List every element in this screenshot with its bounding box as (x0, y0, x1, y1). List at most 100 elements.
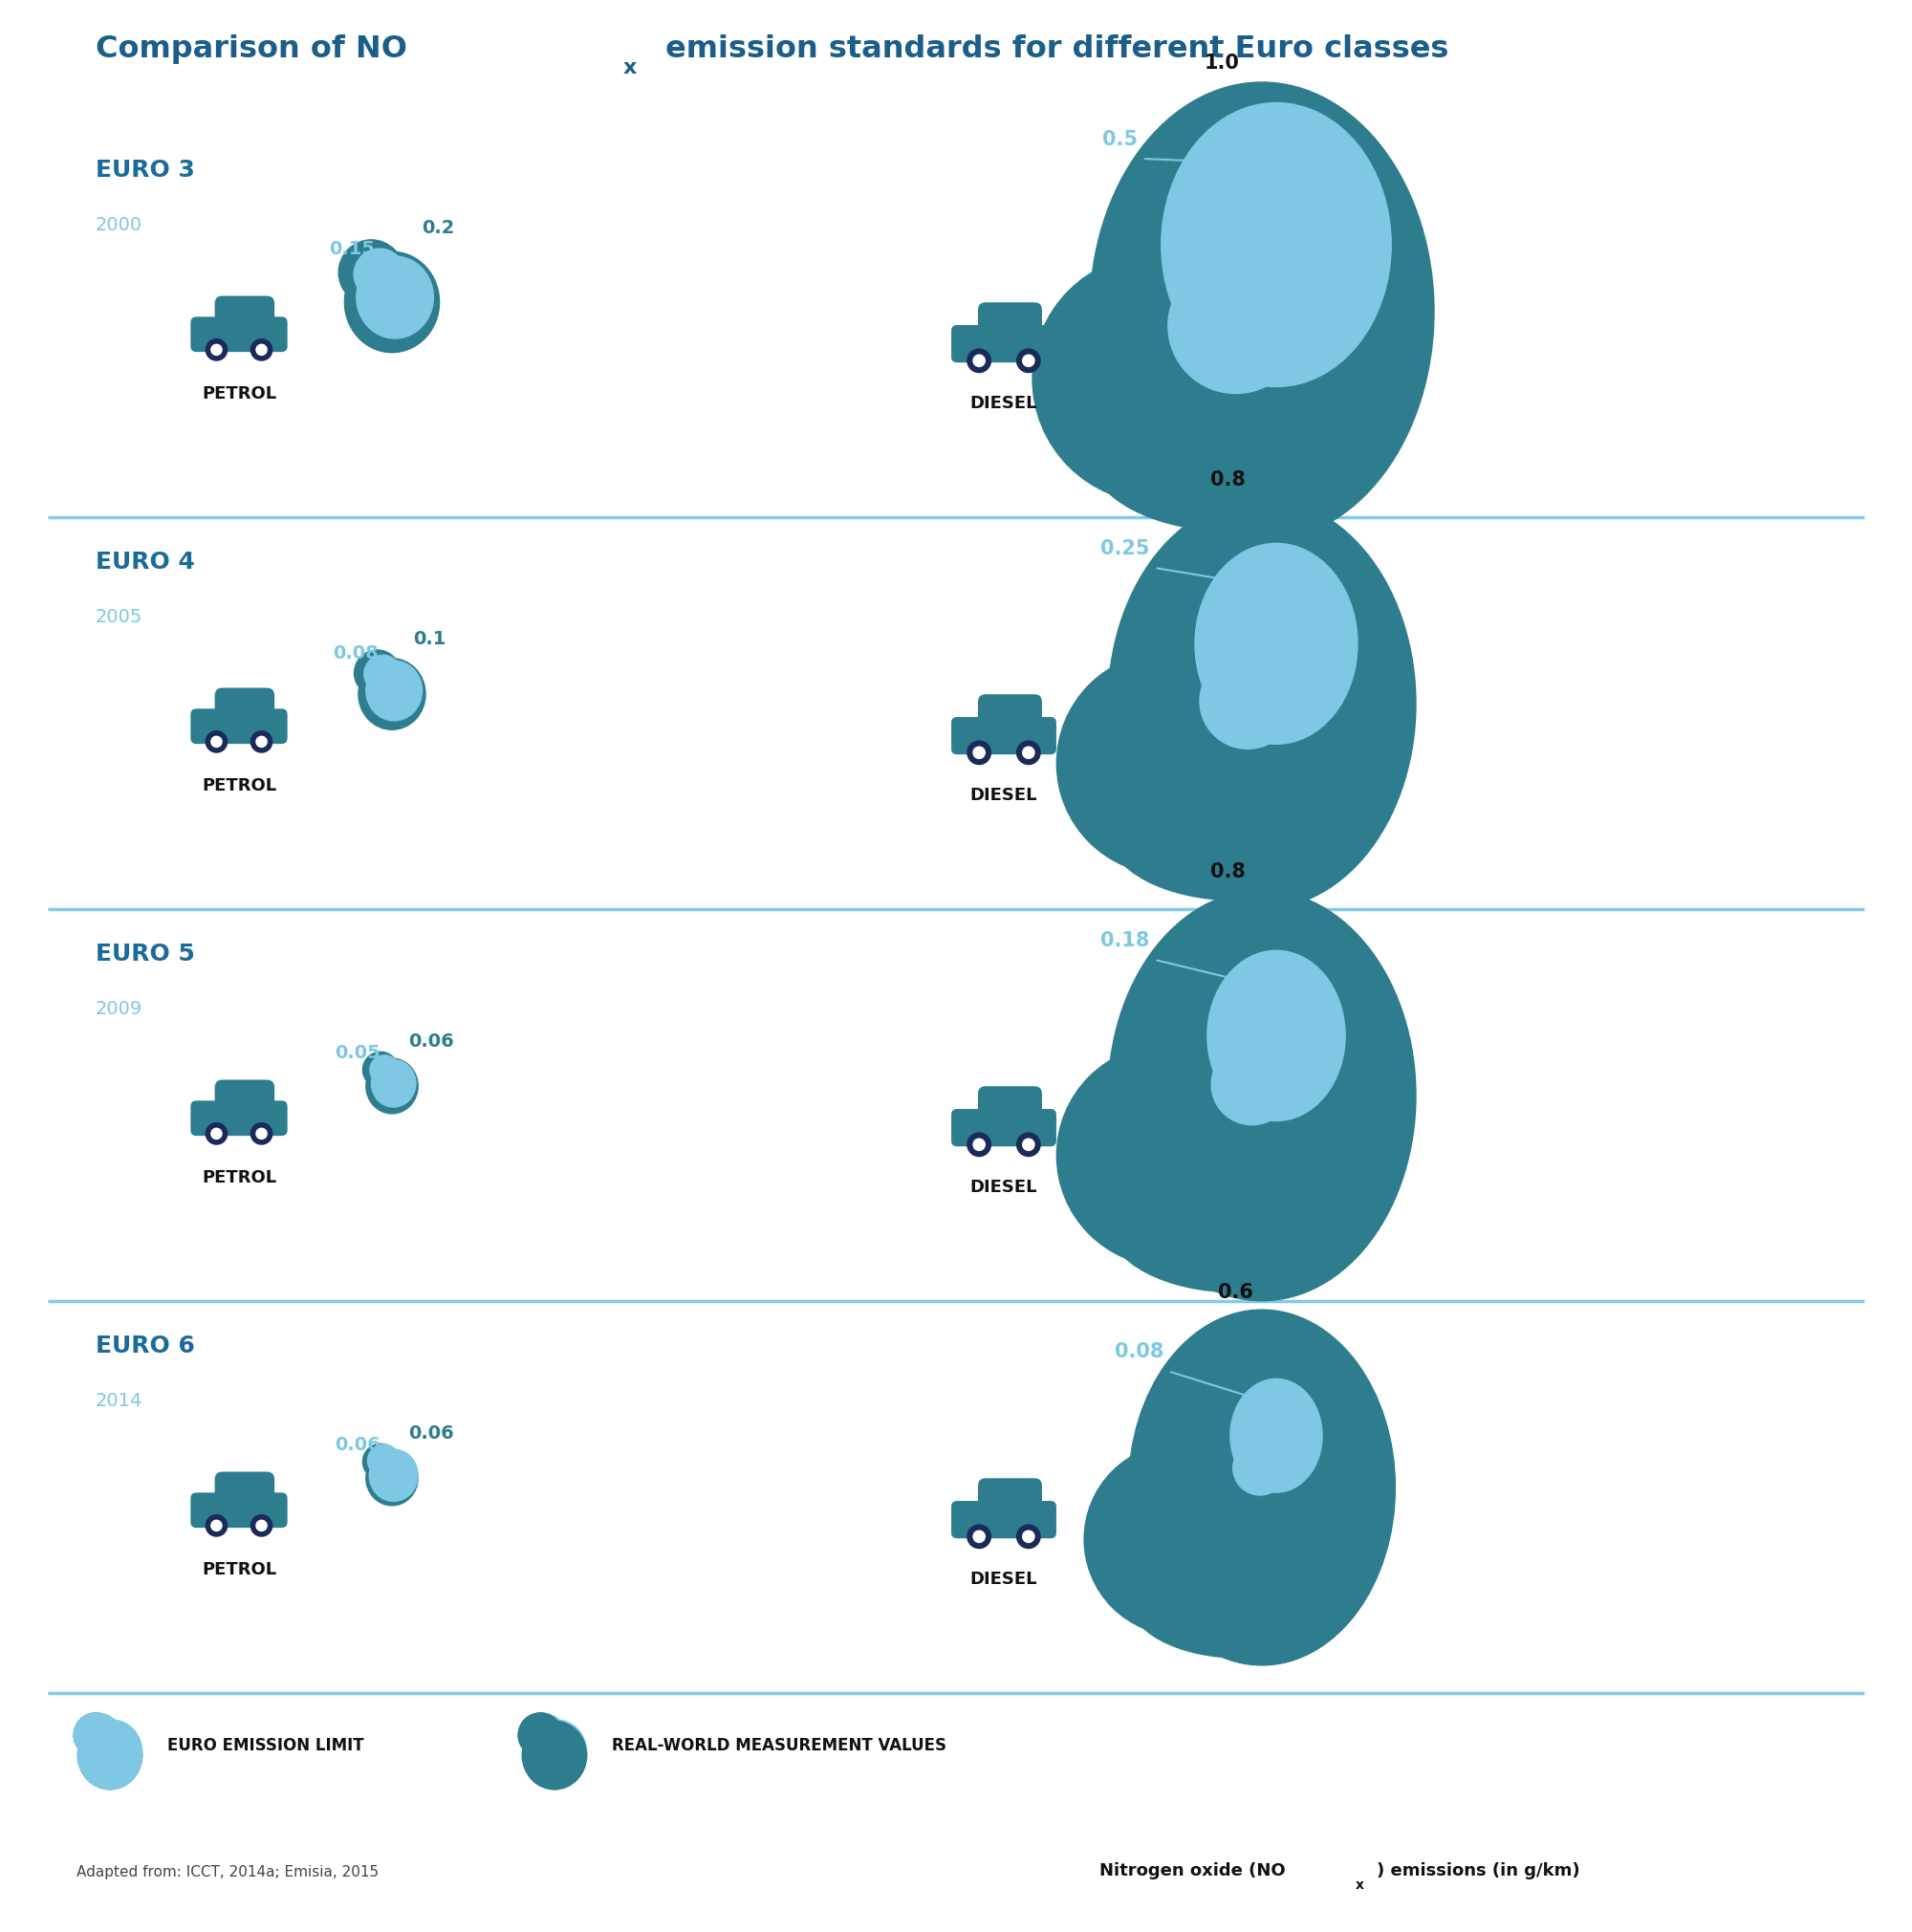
Circle shape (369, 1055, 400, 1086)
FancyBboxPatch shape (952, 717, 1055, 755)
Text: DIESEL: DIESEL (969, 786, 1038, 804)
Circle shape (1017, 1132, 1040, 1155)
Circle shape (1201, 653, 1296, 750)
Circle shape (363, 1051, 398, 1088)
Text: 1.0: 1.0 (1205, 54, 1239, 73)
Circle shape (967, 1524, 990, 1548)
Circle shape (210, 1520, 222, 1530)
Circle shape (524, 1714, 564, 1754)
Text: 0.06: 0.06 (407, 1424, 453, 1441)
Text: EURO 4: EURO 4 (96, 551, 195, 574)
Circle shape (206, 1515, 228, 1536)
Circle shape (367, 1445, 400, 1476)
Text: x: x (1356, 1878, 1365, 1891)
Circle shape (210, 1128, 222, 1140)
Text: DIESEL: DIESEL (969, 394, 1038, 412)
Circle shape (250, 1122, 272, 1144)
Ellipse shape (522, 1721, 587, 1789)
Text: 2009: 2009 (96, 1001, 143, 1018)
Ellipse shape (82, 1719, 141, 1783)
Text: DIESEL: DIESEL (969, 1571, 1038, 1588)
FancyBboxPatch shape (977, 1478, 1042, 1517)
Circle shape (1233, 1441, 1287, 1495)
FancyBboxPatch shape (191, 709, 287, 744)
Ellipse shape (365, 1451, 419, 1505)
Circle shape (967, 1132, 990, 1155)
Circle shape (1023, 1138, 1034, 1150)
FancyBboxPatch shape (977, 694, 1042, 732)
Circle shape (75, 1714, 119, 1758)
Circle shape (1023, 1530, 1034, 1542)
Text: REAL-WORLD MEASUREMENT VALUES: REAL-WORLD MEASUREMENT VALUES (612, 1737, 946, 1754)
Circle shape (338, 240, 403, 305)
Text: 0.06: 0.06 (407, 1032, 453, 1051)
Ellipse shape (358, 659, 426, 730)
Ellipse shape (1109, 498, 1415, 908)
Text: 0.15: 0.15 (329, 240, 375, 257)
Text: Nitrogen oxide (NO: Nitrogen oxide (NO (1099, 1862, 1285, 1880)
FancyBboxPatch shape (952, 1109, 1055, 1146)
Text: x: x (623, 58, 637, 77)
Ellipse shape (371, 1059, 415, 1107)
Ellipse shape (1128, 1310, 1396, 1665)
Text: 0.05: 0.05 (335, 1043, 380, 1061)
Circle shape (256, 1128, 268, 1140)
Circle shape (206, 730, 228, 752)
Text: EURO 5: EURO 5 (96, 943, 195, 966)
Text: EURO 3: EURO 3 (96, 158, 195, 182)
Ellipse shape (1128, 1540, 1350, 1658)
Circle shape (256, 736, 268, 748)
Ellipse shape (1206, 951, 1346, 1121)
Text: 0.5: 0.5 (1101, 129, 1138, 149)
Circle shape (1032, 255, 1281, 502)
Circle shape (1017, 350, 1040, 373)
Circle shape (1168, 259, 1304, 394)
Circle shape (363, 1443, 398, 1480)
Text: 2000: 2000 (96, 216, 143, 234)
Circle shape (1212, 1043, 1293, 1124)
FancyBboxPatch shape (977, 301, 1042, 342)
Text: 0.6: 0.6 (1218, 1283, 1252, 1302)
Text: PETROL: PETROL (201, 1169, 277, 1186)
FancyBboxPatch shape (214, 296, 275, 332)
FancyBboxPatch shape (952, 1501, 1055, 1538)
Ellipse shape (78, 1721, 141, 1789)
Text: 0.06: 0.06 (335, 1435, 380, 1453)
Text: 0.1: 0.1 (413, 630, 445, 647)
Text: 0.2: 0.2 (421, 218, 455, 238)
Text: 0.8: 0.8 (1210, 471, 1247, 491)
Text: Adapted from: ICCT, 2014a; Emisia, 2015: Adapted from: ICCT, 2014a; Emisia, 2015 (76, 1864, 379, 1880)
Text: EURO EMISSION LIMIT: EURO EMISSION LIMIT (168, 1737, 363, 1754)
FancyBboxPatch shape (191, 1493, 287, 1528)
Circle shape (1084, 1443, 1277, 1636)
FancyBboxPatch shape (191, 1101, 287, 1136)
FancyBboxPatch shape (191, 317, 287, 352)
Ellipse shape (526, 1719, 587, 1783)
Ellipse shape (1090, 83, 1434, 541)
Ellipse shape (522, 1721, 587, 1789)
Circle shape (967, 742, 990, 765)
Circle shape (1017, 1524, 1040, 1548)
Ellipse shape (365, 661, 423, 721)
Ellipse shape (1090, 379, 1377, 531)
Circle shape (1057, 1043, 1279, 1267)
Circle shape (518, 1714, 562, 1758)
Circle shape (973, 1530, 985, 1542)
Text: emission standards for different Euro classes: emission standards for different Euro cl… (654, 35, 1449, 64)
Ellipse shape (78, 1721, 141, 1789)
Text: EURO 6: EURO 6 (96, 1335, 195, 1358)
FancyBboxPatch shape (977, 1086, 1042, 1124)
Ellipse shape (1195, 543, 1358, 744)
Circle shape (250, 1515, 272, 1536)
Text: PETROL: PETROL (201, 384, 277, 402)
Ellipse shape (344, 251, 440, 352)
Circle shape (256, 1520, 268, 1530)
Text: 0.08: 0.08 (333, 645, 379, 663)
Circle shape (250, 340, 272, 361)
Circle shape (1017, 742, 1040, 765)
Circle shape (354, 649, 400, 696)
Circle shape (354, 249, 405, 299)
Circle shape (973, 355, 985, 367)
Circle shape (518, 1714, 562, 1758)
Text: 2005: 2005 (96, 609, 143, 626)
